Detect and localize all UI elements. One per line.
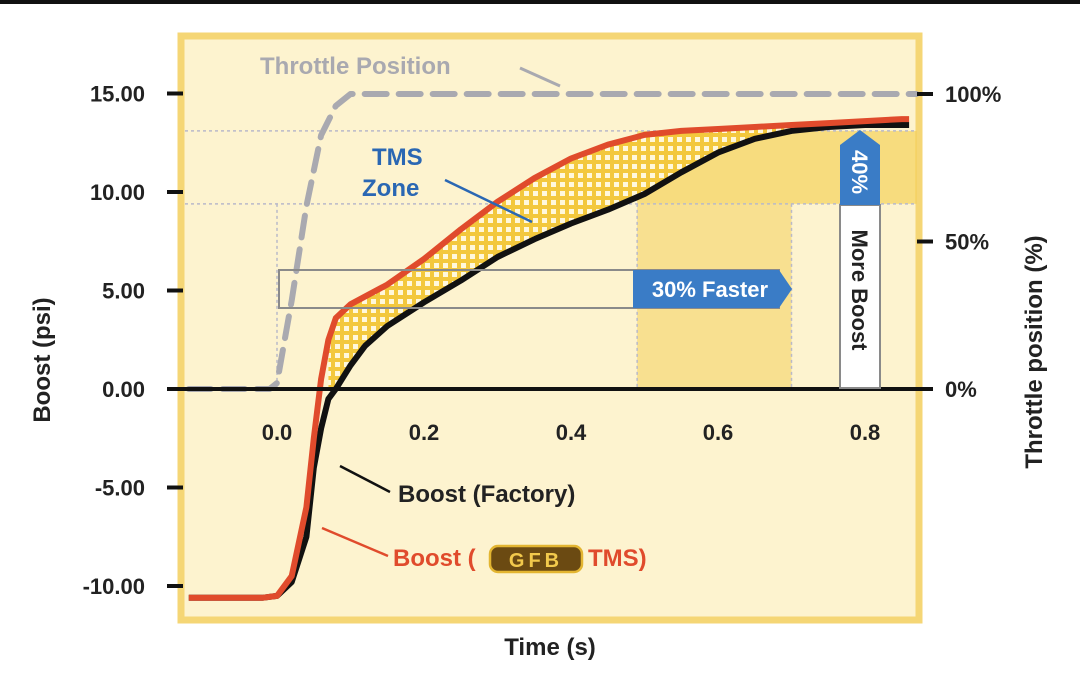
tms-label-suffix: TMS) (588, 545, 647, 572)
y-tick-label-1: 10.00 (90, 180, 145, 205)
tms-zone-annotation: TMS Zone (362, 144, 533, 224)
tms-zone-label-line2: Zone (362, 175, 419, 202)
more-boost-annotation: 40% More Boost (839, 130, 881, 389)
tms-zone-fill (328, 125, 785, 389)
tms-annotation: Boost ( GFB TMS) (321, 526, 647, 574)
tms-zone-area (328, 125, 785, 389)
y-tick-label-5: -10.00 (83, 574, 145, 599)
more-boost-text: More Boost (847, 230, 872, 352)
x-tick-label-1: 0.2 (409, 420, 440, 445)
y-right-tick-label-1: 50% (945, 230, 989, 255)
throttle-position-annotation: Throttle Position (260, 53, 561, 88)
factory-annotation: Boost (Factory) (339, 464, 575, 508)
y-tick-label-3: 0.00 (102, 377, 145, 402)
gfb-logo: GFB (488, 544, 584, 574)
throttle-position-label: Throttle Position (260, 53, 451, 80)
series-line-boost-tms (188, 116, 910, 601)
y-right-tick-label-2: 0% (945, 377, 977, 402)
x-tick-label-3: 0.6 (703, 420, 734, 445)
x-tick-label-2: 0.4 (556, 420, 587, 445)
tms-label-prefix: Boost ( (393, 545, 476, 572)
faster-label: 30% Faster (652, 277, 769, 302)
y-tick-label-2: 5.00 (102, 279, 145, 304)
more-boost-percent: 40% (847, 150, 872, 194)
y-tick-label-4: -5.00 (95, 476, 145, 501)
gfb-logo-text: GFB (509, 550, 563, 572)
series-line-boost-factory (188, 122, 910, 601)
x-tick-label-0: 0.0 (262, 420, 293, 445)
y-tick-label-0: 15.00 (90, 82, 145, 107)
y-axis-title-right: Throttle position (%) (1021, 235, 1048, 468)
factory-label: Boost (Factory) (398, 481, 575, 508)
x-tick-label-4: 0.8 (850, 420, 881, 445)
y-right-tick-label-0: 100% (945, 82, 1001, 107)
x-axis-title: Time (s) (504, 634, 596, 661)
more-boost-badge (840, 130, 880, 205)
faster-badge (633, 270, 792, 308)
tick-labels: 15.00 10.00 5.00 0.00 -5.00 -10.00 100% 50% 0% 0.… (83, 82, 1002, 600)
tms-zone-label-line1: TMS (372, 144, 423, 171)
y-axis-title-left: Boost (psi) (29, 297, 56, 422)
faster-annotation: 30% Faster (278, 269, 792, 309)
